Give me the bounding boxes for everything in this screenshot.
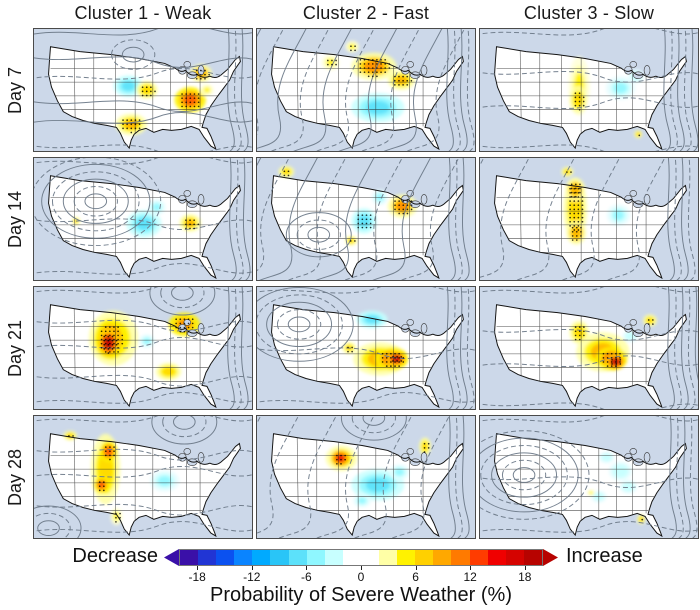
us-map-svg [480,158,698,280]
us-map-svg [34,416,252,538]
row-label-day14-text: Day 14 [5,190,26,248]
column-title-cluster3-slow: Cluster 3 - Slow [523,3,655,23]
map-panel-r4c1 [33,415,253,539]
colorbar-left-arrow [164,549,179,566]
colorbar-segment [397,550,416,565]
colorbar-tick-mark [306,566,308,570]
us-map-svg [480,29,698,151]
colorbar-segment [324,550,343,565]
us-map-svg [480,287,698,409]
colorbar-tick-label: 6 [412,570,419,584]
row-label-day14: Day 14 [0,157,31,281]
colorbar-segment [234,550,253,565]
us-map-svg [34,158,252,280]
us-map-svg [480,416,698,538]
map-panel-r3c1 [33,286,253,410]
us-map-svg [34,29,252,151]
colorbar-axis-label: Probability of Severe Weather (%) [210,584,512,606]
colorbar-segment [360,550,380,565]
colorbar-tick-label: 18 [518,570,532,584]
colorbar-tick-label: -18 [188,570,206,584]
colorbar-tick-label: 0 [357,570,365,584]
colorbar-segment [180,550,199,565]
us-map-svg [34,287,252,409]
row-label-day7: Day 7 [0,28,31,152]
map-panel-r1c3 [479,28,699,152]
colorbar-tick-mark [251,566,253,570]
map-panel-r3c3 [479,286,699,410]
colorbar-segment [270,550,289,565]
colorbar-ticks: -18 -12 -6 0 6 12 18 [179,566,543,586]
colorbar-segment [216,550,235,565]
us-map-svg [257,416,475,538]
colorbar-tick-mark [524,566,526,570]
colorbar-segment [306,550,325,565]
colorbar-segment [288,550,307,565]
colorbar-segment [198,550,217,565]
colorbar [164,549,558,566]
colorbar-segment [252,550,271,565]
colorbar-tick-mark [197,566,199,570]
map-panel-r1c1 [33,28,253,152]
column-title-cluster1-weak: Cluster 1 - Weak [74,3,212,23]
map-panel-r2c2 [256,157,476,281]
colorbar-tick-label: 12 [463,570,477,584]
colorbar-increase-label: Increase [566,545,643,567]
colorbar-segment [433,550,452,565]
colorbar-tick-label: -12 [243,570,261,584]
colorbar-segment [451,550,470,565]
colorbar-segment [487,550,506,565]
colorbar-segment [469,550,488,565]
colorbar-tick-mark [361,566,362,570]
map-panel-r3c2 [256,286,476,410]
us-map-svg [257,158,475,280]
colorbar-right-arrow [543,549,558,566]
row-label-day28-text: Day 28 [5,448,26,506]
colorbar-segment [342,550,361,565]
row-label-day28: Day 28 [0,415,31,539]
colorbar-segment [379,550,398,565]
colorbar-tick-label: -6 [301,570,312,584]
colorbar-decrease-label: Decrease [72,545,158,567]
column-title-cluster2-fast: Cluster 2 - Fast [302,3,430,23]
map-panel-r2c1 [33,157,253,281]
us-map-svg [257,287,475,409]
row-label-day21: Day 21 [0,286,31,410]
colorbar-segment [505,550,524,565]
colorbar-gradient [179,549,543,566]
colorbar-tick-mark [415,566,417,570]
row-label-day21-text: Day 21 [5,319,26,377]
row-label-day7-text: Day 7 [5,66,25,114]
us-map-svg [257,29,475,151]
colorbar-segment [523,550,542,565]
map-panel-r4c3 [479,415,699,539]
colorbar-segment [415,550,434,565]
map-panel-r4c2 [256,415,476,539]
map-panel-r2c3 [479,157,699,281]
map-panel-r1c2 [256,28,476,152]
colorbar-tick-mark [470,566,472,570]
